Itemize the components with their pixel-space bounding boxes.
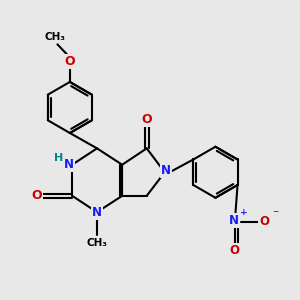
Text: +: +	[240, 208, 248, 217]
Text: O: O	[141, 113, 152, 126]
Text: N: N	[229, 214, 239, 227]
Text: ⁻: ⁻	[272, 208, 278, 221]
Text: O: O	[32, 189, 42, 202]
Text: CH₃: CH₃	[86, 238, 107, 248]
Text: N: N	[92, 206, 102, 219]
Text: CH₃: CH₃	[44, 32, 65, 42]
Text: O: O	[229, 244, 239, 257]
Text: O: O	[259, 215, 269, 229]
Text: H: H	[54, 152, 63, 163]
Text: N: N	[161, 164, 171, 177]
Text: O: O	[64, 55, 75, 68]
Text: N: N	[64, 158, 74, 171]
